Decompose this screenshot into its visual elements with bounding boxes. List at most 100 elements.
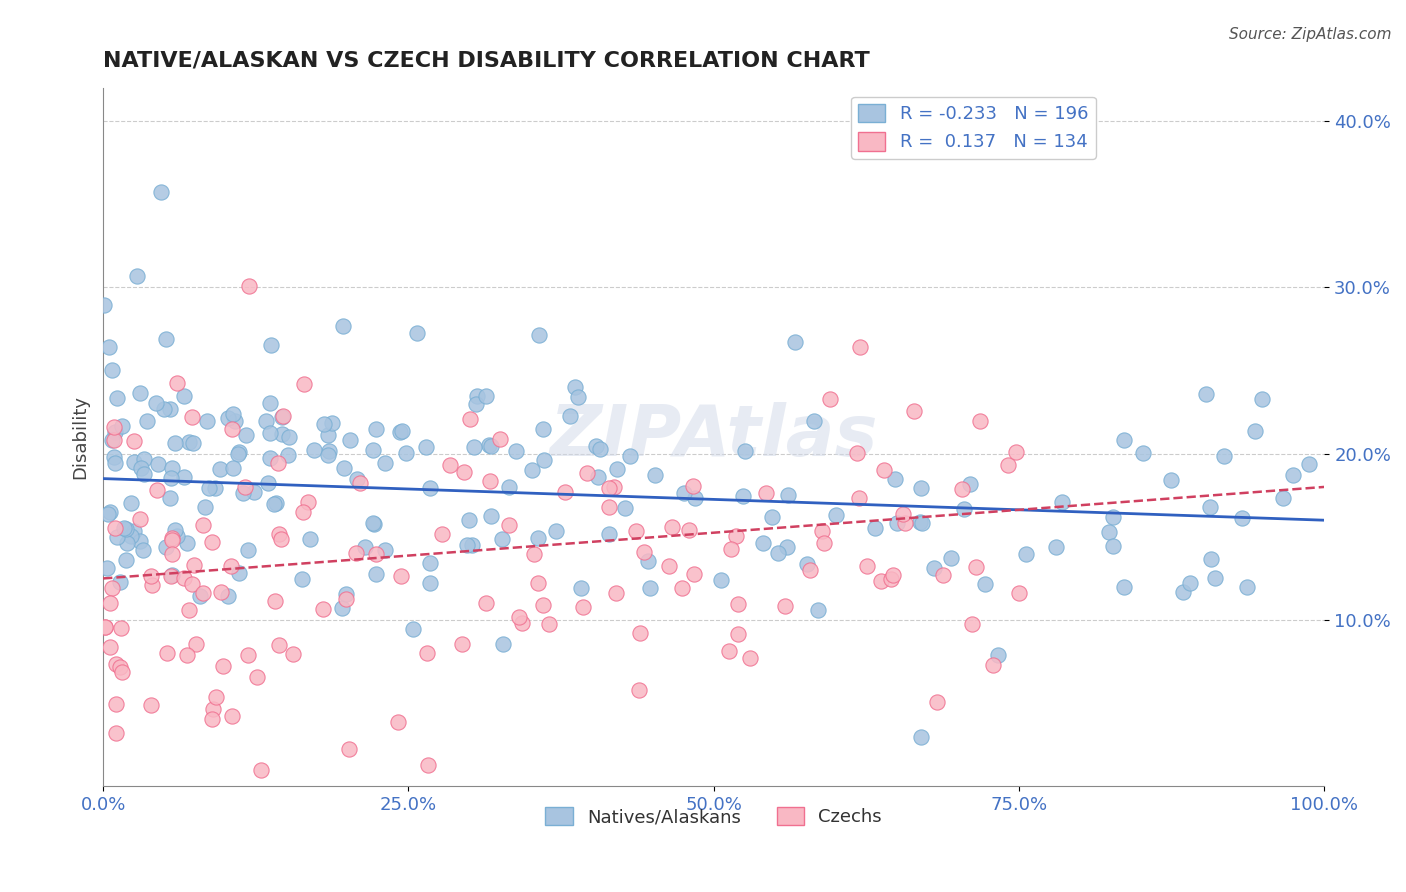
Czechs: [813, 536, 835, 550]
Natives/Alaskans: [492, 637, 515, 651]
Czechs: [478, 474, 501, 488]
Natives/Alaskans: [278, 430, 301, 444]
Natives/Alaskans: [910, 516, 932, 530]
Natives/Alaskans: [491, 532, 513, 546]
Czechs: [633, 545, 655, 559]
Czechs: [460, 412, 482, 426]
Czechs: [270, 532, 292, 546]
Natives/Alaskans: [96, 561, 118, 575]
Czechs: [110, 621, 132, 635]
Natives/Alaskans: [111, 418, 134, 433]
Czechs: [818, 392, 841, 406]
Czechs: [627, 683, 650, 698]
Natives/Alaskans: [391, 424, 413, 438]
Czechs: [882, 567, 904, 582]
Natives/Alaskans: [266, 496, 288, 510]
Czechs: [111, 665, 134, 679]
Czechs: [810, 524, 832, 538]
Natives/Alaskans: [363, 517, 385, 532]
Czechs: [657, 558, 679, 573]
Natives/Alaskans: [1244, 424, 1267, 438]
Czechs: [893, 516, 915, 530]
Natives/Alaskans: [644, 468, 666, 483]
Czechs: [717, 644, 740, 658]
Natives/Alaskans: [373, 543, 395, 558]
Czechs: [181, 576, 204, 591]
Natives/Alaskans: [824, 508, 846, 522]
Natives/Alaskans: [217, 590, 239, 604]
Natives/Alaskans: [363, 516, 385, 530]
Natives/Alaskans: [529, 327, 551, 342]
Natives/Alaskans: [177, 435, 200, 450]
Natives/Alaskans: [333, 461, 356, 475]
Natives/Alaskans: [766, 546, 789, 560]
Natives/Alaskans: [120, 496, 142, 510]
Natives/Alaskans: [1114, 580, 1136, 594]
Czechs: [166, 376, 188, 390]
Natives/Alaskans: [155, 541, 177, 555]
Natives/Alaskans: [188, 589, 211, 603]
Natives/Alaskans: [103, 450, 125, 464]
Natives/Alaskans: [458, 513, 481, 527]
Natives/Alaskans: [910, 730, 932, 744]
Czechs: [531, 598, 554, 612]
Natives/Alaskans: [135, 414, 157, 428]
Natives/Alaskans: [132, 467, 155, 481]
Natives/Alaskans: [159, 401, 181, 416]
Natives/Alaskans: [120, 529, 142, 543]
Natives/Alaskans: [97, 508, 120, 522]
Natives/Alaskans: [1101, 539, 1123, 553]
Natives/Alaskans: [1052, 495, 1074, 509]
Natives/Alaskans: [132, 543, 155, 558]
Natives/Alaskans: [683, 491, 706, 505]
Czechs: [104, 521, 127, 535]
Natives/Alaskans: [585, 439, 607, 453]
Natives/Alaskans: [589, 442, 612, 456]
Czechs: [453, 465, 475, 479]
Czechs: [661, 519, 683, 533]
Czechs: [432, 527, 454, 541]
Czechs: [870, 574, 893, 588]
Natives/Alaskans: [105, 530, 128, 544]
Czechs: [624, 524, 647, 538]
Natives/Alaskans: [527, 531, 550, 545]
Natives/Alaskans: [330, 600, 353, 615]
Czechs: [94, 620, 117, 634]
Czechs: [682, 479, 704, 493]
Czechs: [799, 563, 821, 577]
Natives/Alaskans: [204, 481, 226, 495]
Czechs: [191, 586, 214, 600]
Czechs: [103, 420, 125, 434]
Czechs: [848, 491, 870, 505]
Natives/Alaskans: [105, 391, 128, 405]
Czechs: [856, 558, 879, 573]
Natives/Alaskans: [361, 442, 384, 457]
Natives/Alaskans: [270, 410, 292, 425]
Czechs: [755, 485, 778, 500]
Natives/Alaskans: [1272, 491, 1295, 505]
Natives/Alaskans: [460, 538, 482, 552]
Natives/Alaskans: [775, 540, 797, 554]
Natives/Alaskans: [973, 577, 995, 591]
Natives/Alaskans: [226, 447, 249, 461]
Natives/Alaskans: [619, 449, 641, 463]
Czechs: [678, 523, 700, 537]
Czechs: [176, 648, 198, 663]
Natives/Alaskans: [298, 532, 321, 546]
Natives/Alaskans: [228, 566, 250, 580]
Natives/Alaskans: [734, 444, 756, 458]
Natives/Alaskans: [1230, 511, 1253, 525]
Natives/Alaskans: [673, 486, 696, 500]
Natives/Alaskans: [785, 335, 807, 350]
Czechs: [598, 481, 620, 495]
Natives/Alaskans: [544, 524, 567, 538]
Natives/Alaskans: [569, 581, 592, 595]
Natives/Alaskans: [1178, 575, 1201, 590]
Czechs: [139, 568, 162, 582]
Natives/Alaskans: [533, 453, 555, 467]
Natives/Alaskans: [159, 491, 181, 505]
Czechs: [122, 434, 145, 448]
Czechs: [103, 433, 125, 447]
Natives/Alaskans: [304, 443, 326, 458]
Natives/Alaskans: [254, 413, 277, 427]
